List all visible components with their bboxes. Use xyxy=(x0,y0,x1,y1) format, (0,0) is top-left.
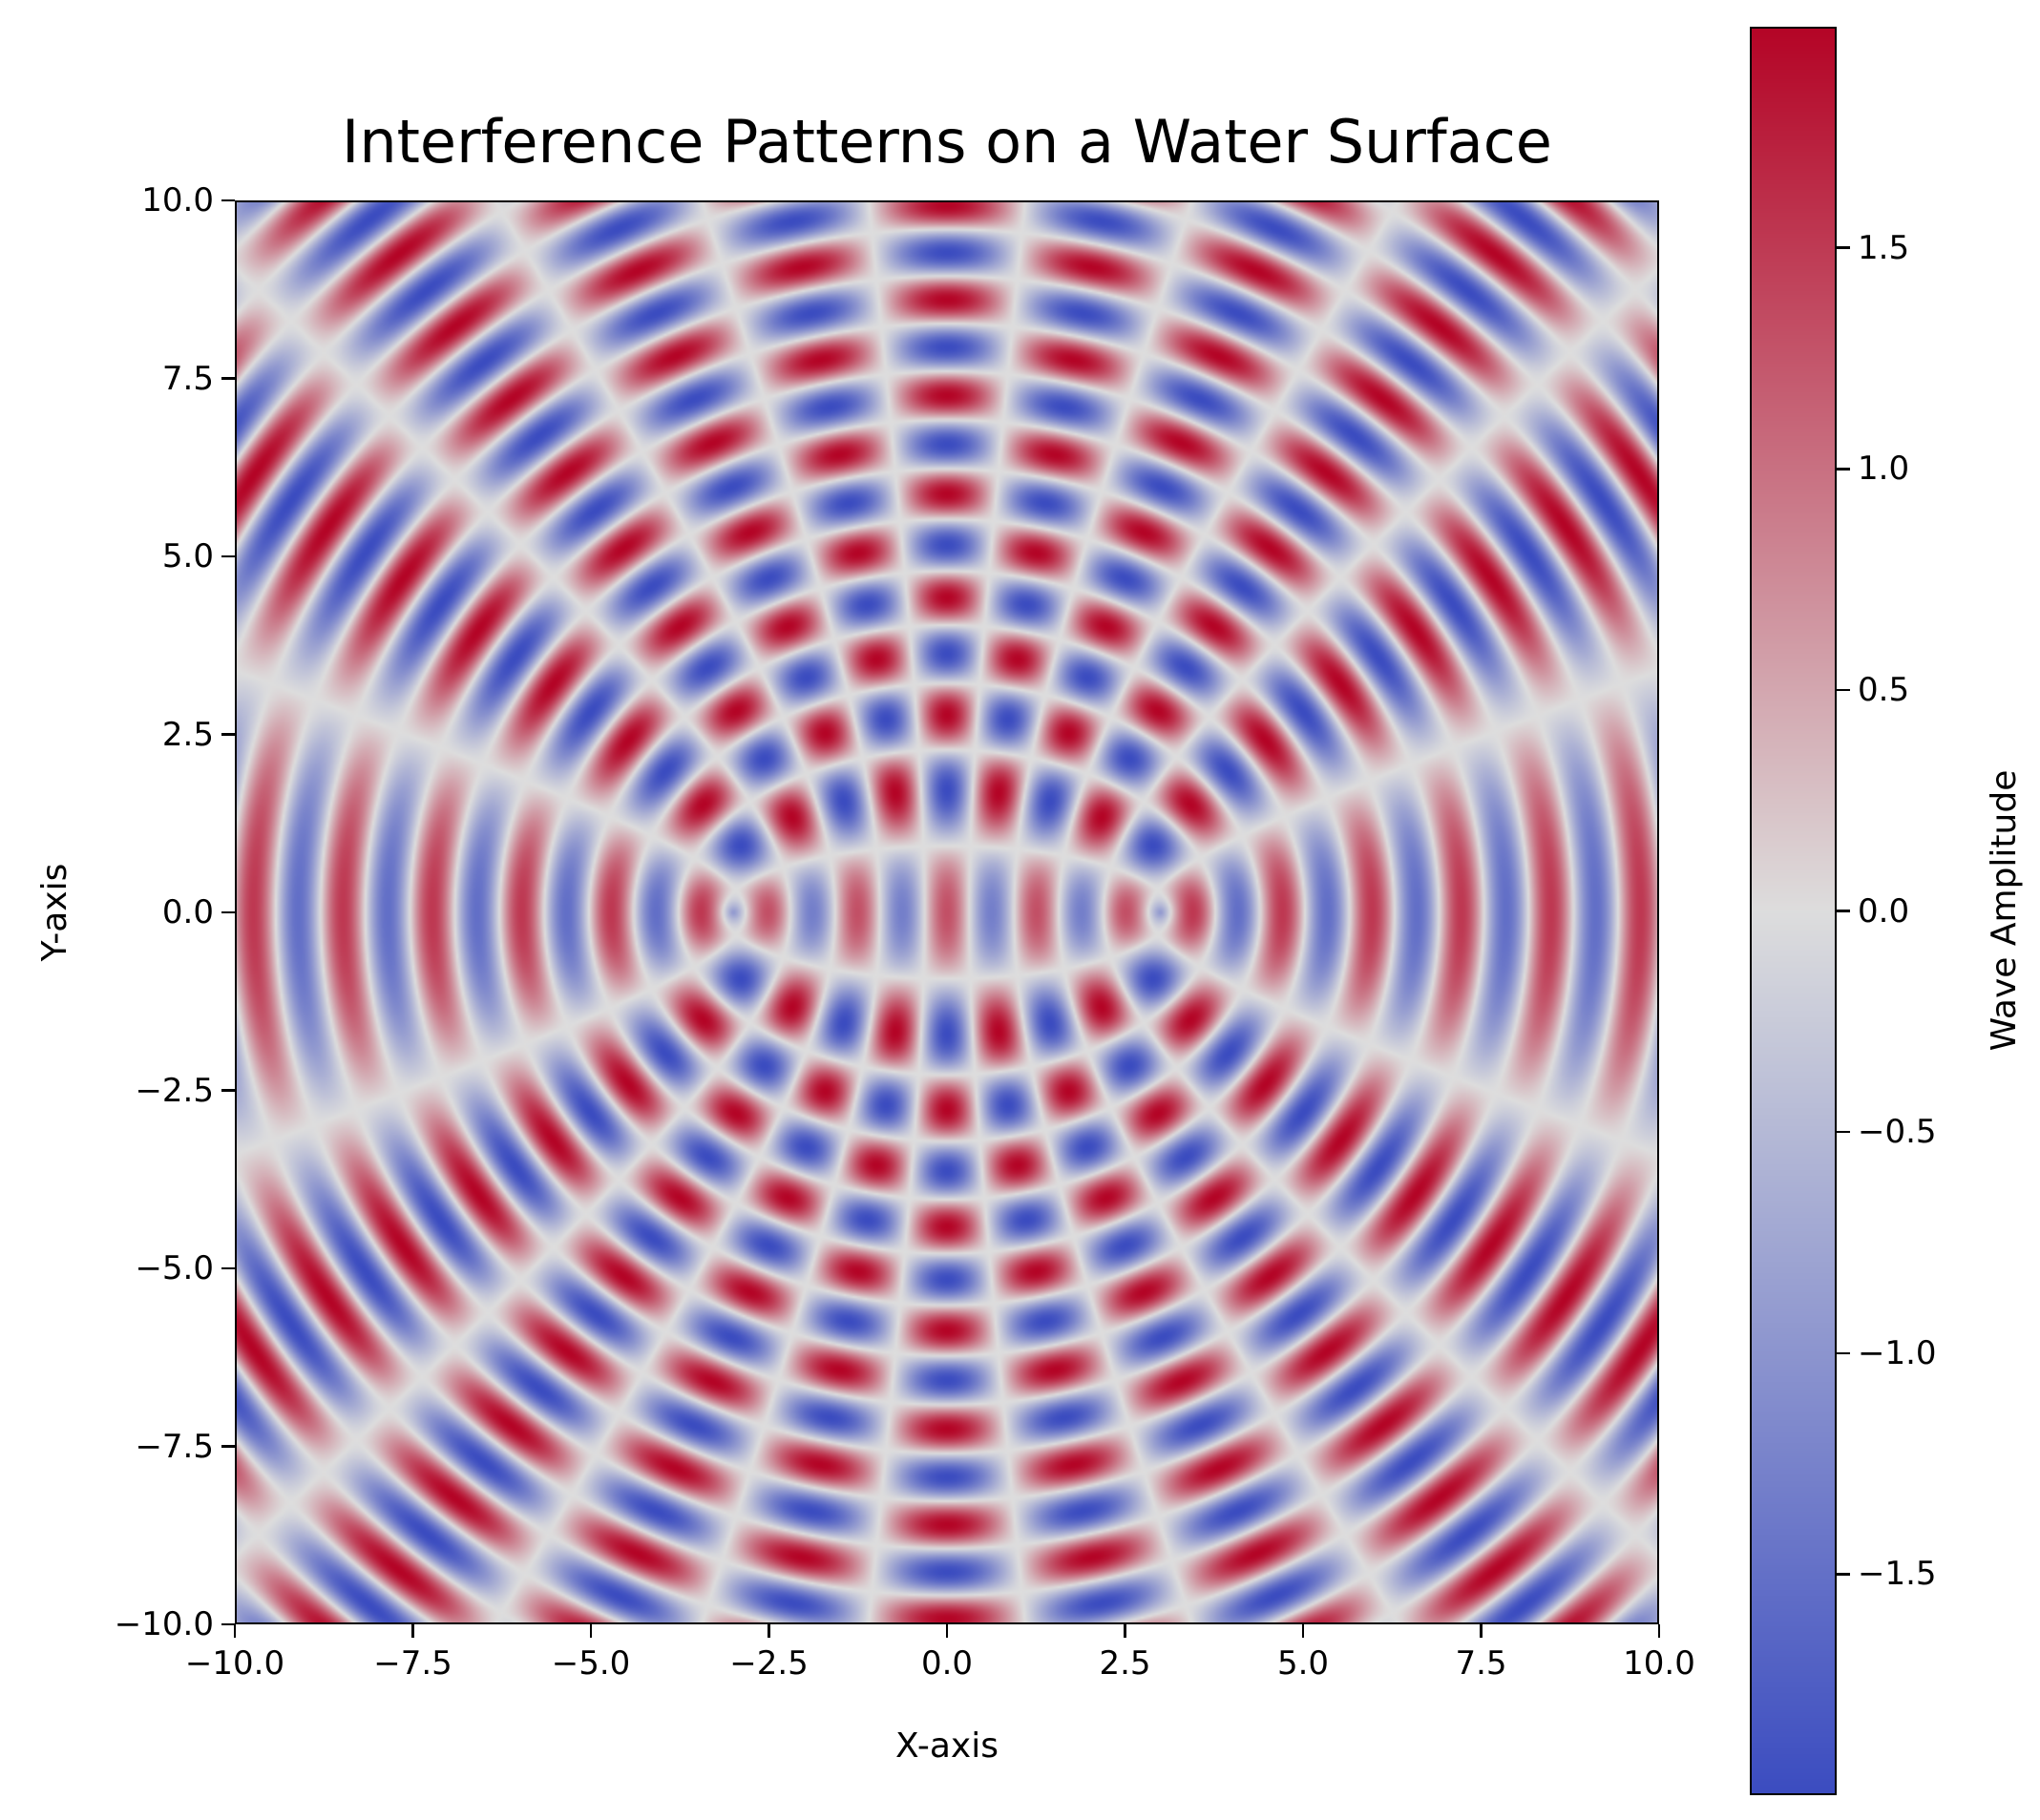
x-tick-label: 0.0 xyxy=(920,1644,974,1683)
y-tick-mark xyxy=(221,733,235,736)
x-axis-label: X-axis xyxy=(895,1726,999,1766)
y-tick-mark xyxy=(221,377,235,380)
colorbar-tick-label: −0.5 xyxy=(1858,1113,1937,1152)
y-tick-label: 10.0 xyxy=(141,181,214,220)
colorbar-tick-label: −1.5 xyxy=(1858,1555,1937,1594)
x-tick-label: −2.5 xyxy=(729,1644,809,1683)
x-tick-label: 5.0 xyxy=(1276,1644,1330,1683)
x-tick-mark xyxy=(1301,1624,1305,1638)
y-tick-mark xyxy=(221,199,235,202)
colorbar-tick-label: 1.5 xyxy=(1858,228,1910,267)
colorbar-tick-mark xyxy=(1837,688,1850,692)
heatmap-plot xyxy=(235,200,1659,1624)
colorbar-tick-mark xyxy=(1837,1573,1850,1576)
y-tick-label: −10.0 xyxy=(114,1605,214,1643)
y-tick-label: −5.0 xyxy=(135,1249,214,1287)
colorbar-frame xyxy=(1750,27,1837,1795)
x-tick-mark xyxy=(768,1624,770,1638)
y-tick-mark xyxy=(221,910,235,914)
x-tick-mark xyxy=(1480,1624,1483,1638)
y-tick-label: 5.0 xyxy=(161,537,214,575)
colorbar-tick-label: 0.5 xyxy=(1858,670,1910,709)
x-tick-label: 2.5 xyxy=(1099,1644,1151,1683)
colorbar-label: Wave Amplitude xyxy=(1985,769,2024,1052)
y-tick-mark xyxy=(221,1266,235,1270)
x-tick-mark xyxy=(589,1624,593,1638)
colorbar-tick-label: 0.0 xyxy=(1858,891,1910,931)
x-tick-mark xyxy=(945,1624,949,1638)
x-tick-label: 7.5 xyxy=(1455,1644,1507,1683)
colorbar-tick-mark xyxy=(1837,246,1850,249)
colorbar-tick-mark xyxy=(1837,468,1850,471)
x-tick-mark xyxy=(1657,1624,1661,1638)
y-tick-label: 7.5 xyxy=(161,359,214,398)
x-tick-mark xyxy=(411,1624,414,1638)
x-tick-label: −5.0 xyxy=(551,1644,631,1683)
colorbar-tick-label: 1.0 xyxy=(1858,450,1910,489)
y-tick-mark xyxy=(221,554,235,558)
x-tick-label: −10.0 xyxy=(184,1644,285,1683)
chart-title: Interference Patterns on a Water Surface xyxy=(342,107,1552,177)
y-tick-mark xyxy=(221,1622,235,1626)
y-axis-label: Y-axis xyxy=(35,863,74,962)
colorbar-tick-mark xyxy=(1837,910,1850,912)
y-tick-mark xyxy=(221,1089,235,1092)
y-tick-mark xyxy=(221,1445,235,1448)
x-tick-mark xyxy=(233,1624,237,1638)
plot-frame xyxy=(235,200,1659,1624)
colorbar xyxy=(1750,27,1837,1795)
y-tick-label: 0.0 xyxy=(161,893,214,931)
y-tick-label: −7.5 xyxy=(135,1427,214,1466)
x-tick-label: −7.5 xyxy=(373,1644,452,1683)
y-tick-label: 2.5 xyxy=(161,715,214,754)
x-tick-label: 10.0 xyxy=(1623,1644,1695,1683)
colorbar-tick-mark xyxy=(1837,1130,1850,1134)
colorbar-tick-mark xyxy=(1837,1351,1850,1354)
y-tick-label: −2.5 xyxy=(135,1071,214,1110)
colorbar-tick-label: −1.0 xyxy=(1858,1333,1937,1372)
x-tick-mark xyxy=(1124,1624,1126,1638)
